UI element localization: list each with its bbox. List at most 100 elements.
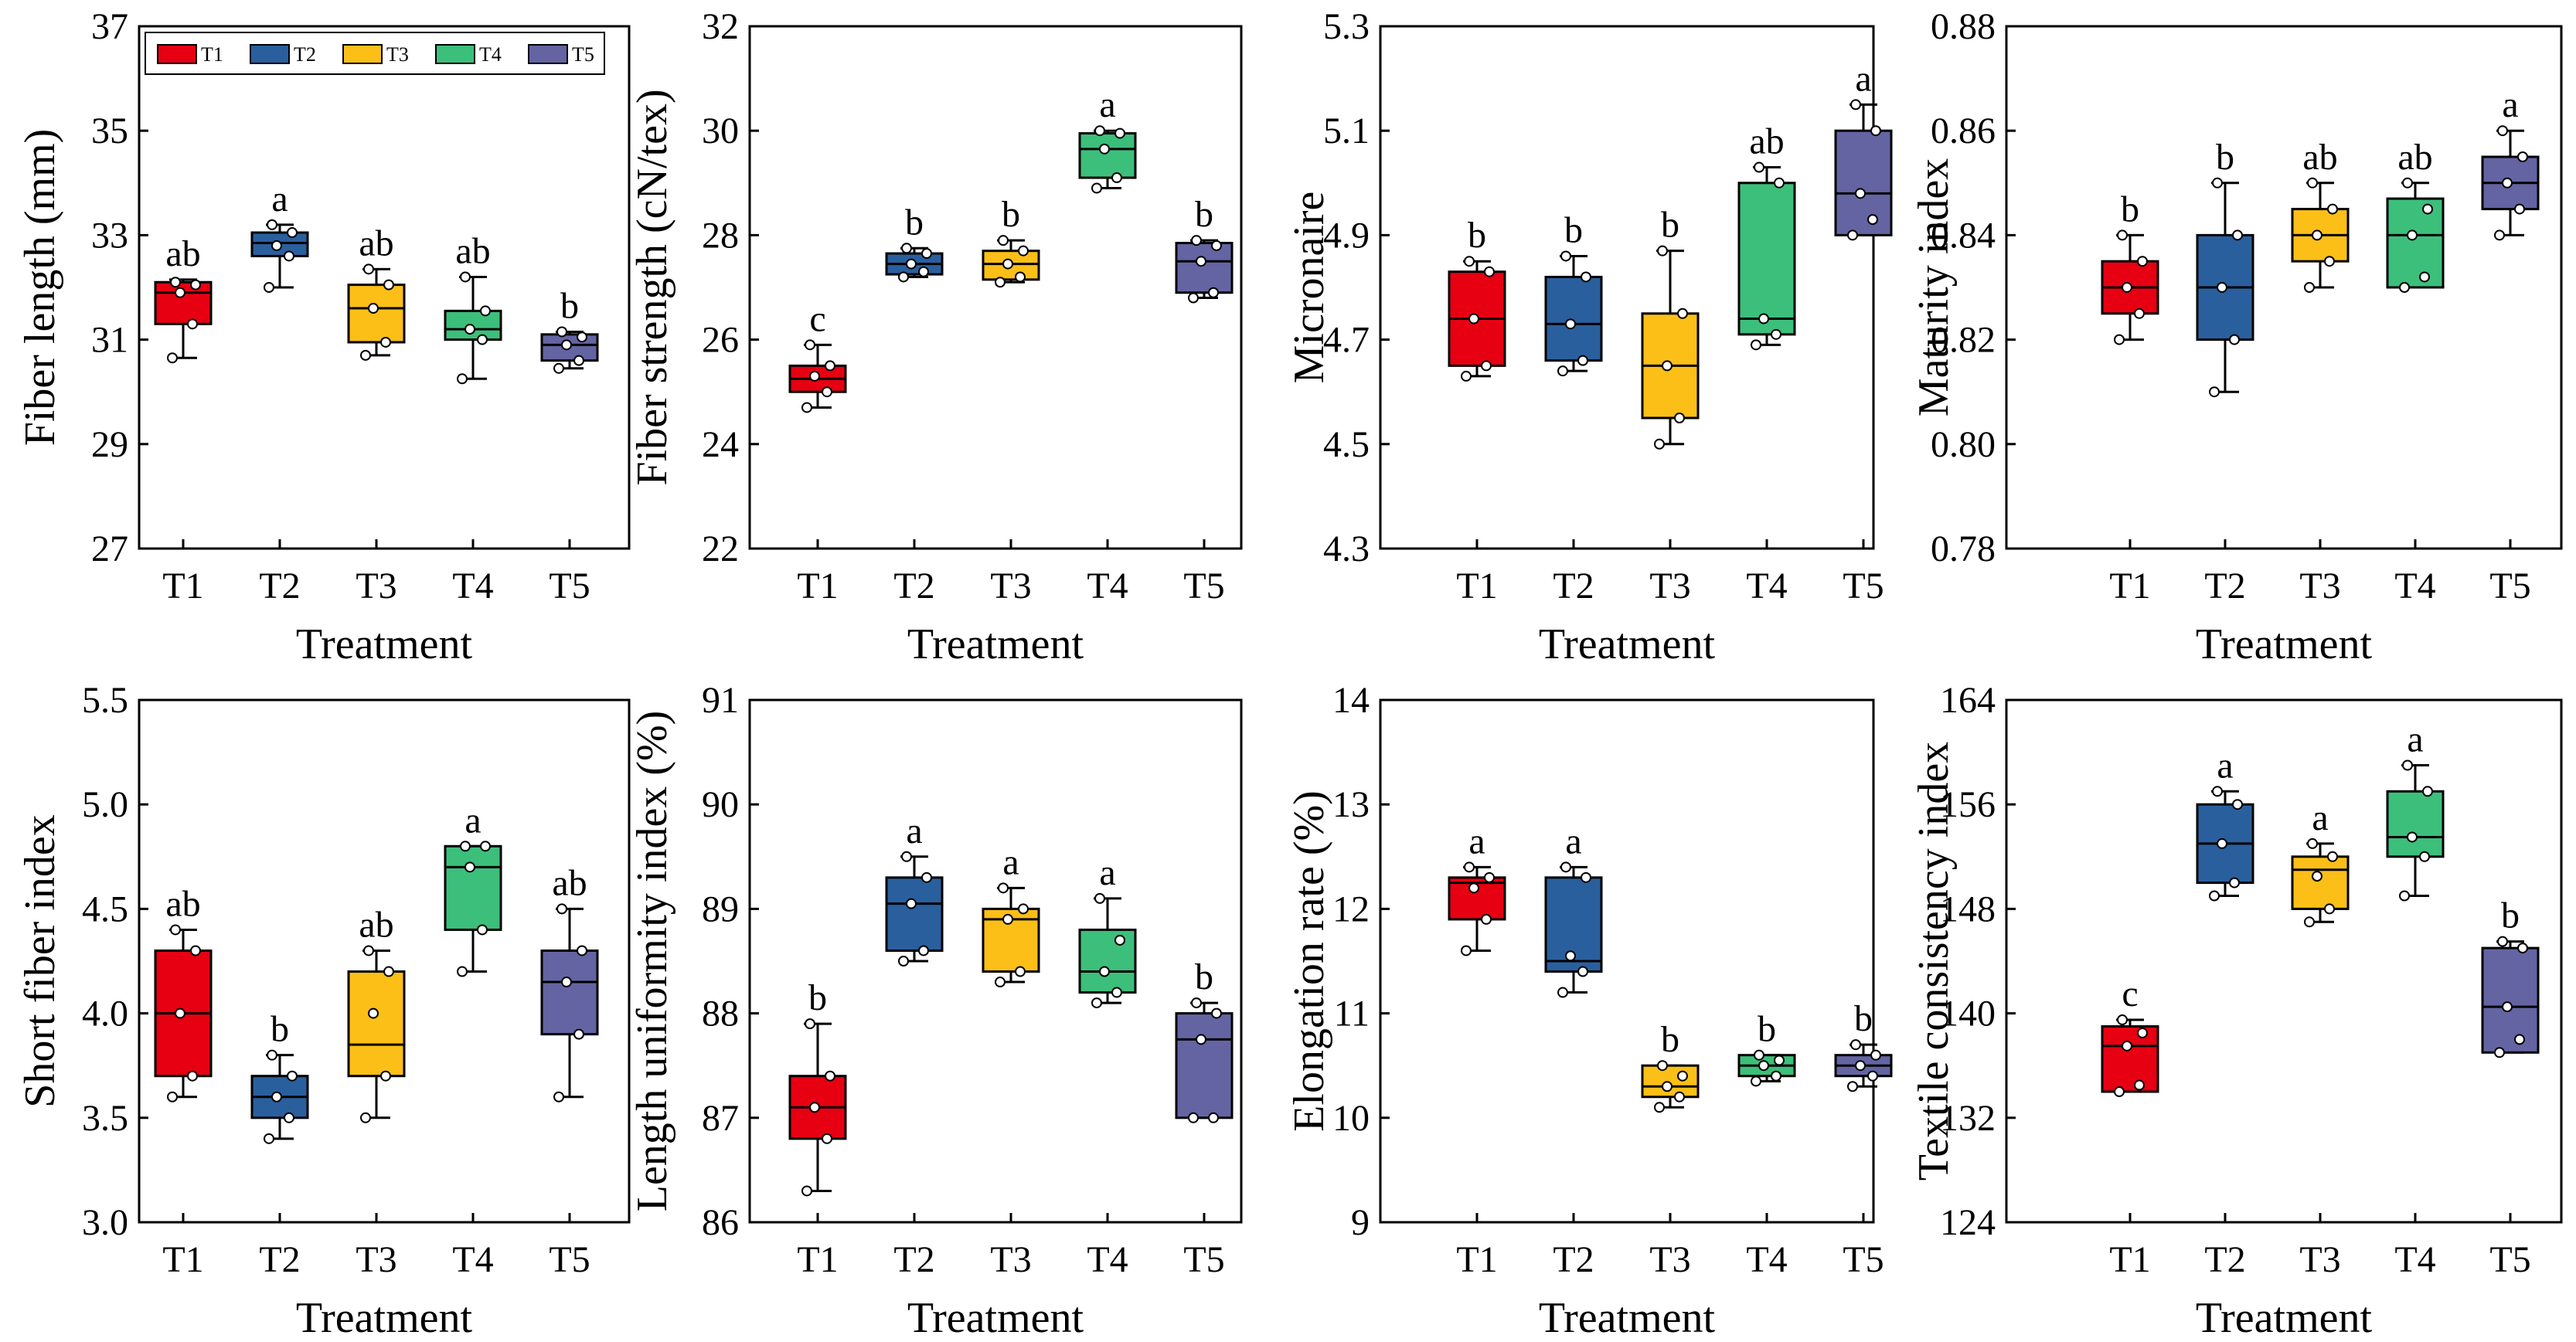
x-tick-label: T5 (1183, 566, 1224, 606)
data-point (2117, 229, 2128, 241)
data-point (187, 318, 198, 330)
data-point (1018, 245, 1029, 257)
x-tick-label: T3 (1649, 566, 1690, 606)
data-point (898, 956, 909, 967)
data-point (1557, 987, 1568, 998)
significance-letter: b (2216, 137, 2234, 178)
data-point (1771, 328, 1781, 340)
data-point (573, 1028, 584, 1040)
x-tick-label: T1 (2109, 1239, 2150, 1280)
data-point (175, 1007, 185, 1019)
legend-label-t5: T5 (572, 43, 594, 66)
significance-letter: ab (165, 883, 200, 924)
box-t2 (885, 876, 944, 952)
data-point (2217, 282, 2227, 293)
x-tick-label: T3 (356, 566, 396, 606)
box-t5 (1175, 1012, 1234, 1119)
legend-swatch-t1 (157, 44, 197, 64)
x-axis-title: Treatment (907, 1294, 1084, 1342)
y-axis-title: Length uniformity index (%) (628, 711, 676, 1212)
data-point (805, 1018, 815, 1030)
data-point (1560, 861, 1571, 873)
data-point (267, 1049, 277, 1061)
data-point (1015, 271, 1026, 283)
x-tick-label: T1 (1456, 566, 1497, 606)
significance-letter: ab (359, 223, 393, 263)
data-point (898, 271, 909, 283)
box-t3 (1641, 1064, 1700, 1099)
data-point (2419, 271, 2430, 283)
data-point (1771, 1070, 1781, 1082)
data-point (1114, 127, 1125, 139)
significance-letter: b (905, 202, 924, 243)
data-point (2304, 916, 2315, 928)
data-point (921, 248, 932, 260)
data-point (809, 370, 820, 382)
data-point (2209, 386, 2220, 398)
data-point (457, 966, 468, 977)
panel-1: 27 29 31 33 35 37 Fiber length (mm) Treatment T1… (16, 6, 631, 668)
data-point (2402, 759, 2413, 771)
data-point (1577, 966, 1588, 977)
data-point (1577, 355, 1588, 366)
y-tick-label: 90 (702, 784, 739, 825)
data-point (2502, 1001, 2513, 1013)
panel-8: 124 132 140 148 156 164 Textile consistency in… (1910, 680, 2563, 1342)
data-point (2419, 851, 2430, 862)
box-t3 (982, 250, 1040, 281)
data-point (460, 271, 471, 283)
box-t4 (1078, 132, 1137, 179)
data-point (477, 924, 488, 936)
y-tick-label: 5.0 (82, 784, 128, 825)
data-point (368, 1007, 379, 1019)
y-tick-label: 86 (702, 1202, 739, 1243)
data-point (2422, 203, 2433, 215)
x-tick-label: T4 (1087, 1239, 1128, 1280)
data-point (1188, 292, 1199, 304)
data-point (1111, 987, 1122, 998)
y-tick-label: 87 (702, 1098, 739, 1139)
data-point (1754, 161, 1764, 173)
data-point (1662, 1081, 1673, 1092)
x-tick-label: T1 (797, 566, 838, 606)
data-point (801, 1185, 812, 1197)
data-point (901, 851, 912, 862)
data-point (264, 282, 274, 293)
data-point (1461, 370, 1472, 382)
y-tick-label: 10 (1332, 1098, 1370, 1139)
data-point (2307, 837, 2318, 849)
y-tick-label: 31 (91, 320, 128, 361)
y-tick-label: 24 (702, 424, 739, 465)
data-point (1774, 1055, 1785, 1066)
data-point (2312, 229, 2322, 241)
data-point (2324, 903, 2335, 915)
data-point (1855, 188, 1866, 199)
data-point (1094, 125, 1105, 137)
data-point (1468, 882, 1479, 894)
data-point (2217, 837, 2227, 849)
data-point (921, 871, 932, 883)
data-point (360, 349, 371, 361)
significance-letter: b (1758, 1009, 1776, 1050)
significance-letter: ab (165, 233, 200, 274)
box-t2 (1544, 275, 1603, 362)
x-tick-label: T1 (162, 566, 203, 606)
x-axis-title: Treatment (296, 1294, 473, 1342)
y-tick-label: 37 (91, 6, 128, 47)
y-tick-label: 0.84 (1931, 215, 1996, 256)
data-point (2122, 1040, 2132, 1052)
data-point (2232, 799, 2243, 810)
data-point (809, 1102, 820, 1113)
y-tick-label: 26 (702, 320, 739, 361)
x-tick-label: T4 (1087, 566, 1128, 606)
data-point (1850, 1039, 1861, 1051)
data-point (1461, 945, 1472, 956)
x-axis-title: Treatment (1539, 620, 1716, 668)
y-axis-title: Maturity index (1910, 158, 1958, 416)
y-tick-label: 30 (702, 110, 739, 151)
data-point (2137, 256, 2148, 267)
data-point (2212, 786, 2223, 797)
panel-6: 86 87 88 89 90 91 Length uniformity index (%) T… (628, 680, 1243, 1342)
data-point (1751, 1075, 1761, 1087)
box-t3 (2291, 855, 2350, 910)
